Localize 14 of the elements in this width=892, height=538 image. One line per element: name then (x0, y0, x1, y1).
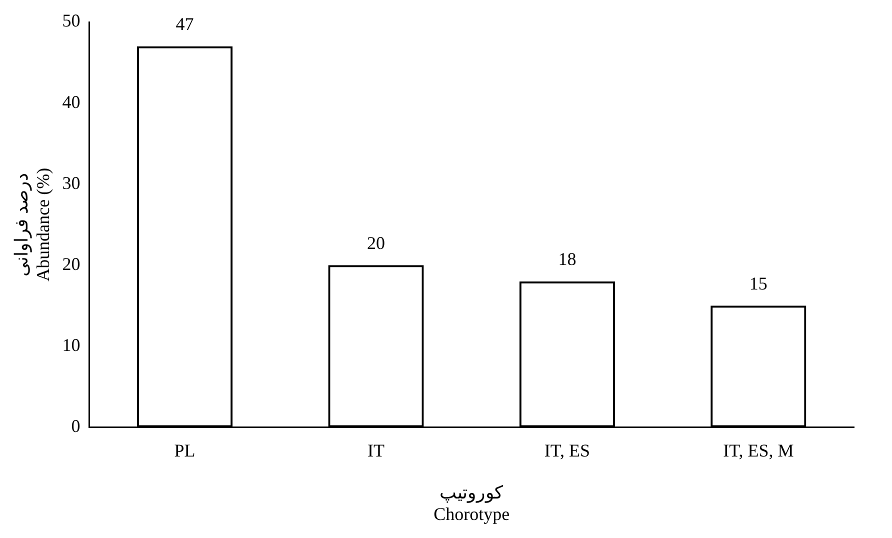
x-tick-label: IT, ES, M (723, 440, 794, 461)
data-label: 20 (367, 232, 385, 253)
x-tick-label: PL (174, 440, 196, 461)
data-label: 18 (558, 249, 576, 270)
x-tick-label: IT (368, 440, 384, 461)
y-tick-label: 10 (62, 334, 80, 355)
y-tick-label: 40 (62, 92, 80, 112)
x-tick-label: IT, ES (544, 440, 590, 461)
y-tick-label: 50 (62, 10, 80, 31)
y-tick-label: 0 (71, 416, 80, 436)
data-label: 15 (749, 273, 768, 294)
data-label: 47 (176, 14, 194, 34)
y-tick-label: 30 (62, 172, 80, 193)
y-tick-label: 20 (62, 254, 80, 274)
